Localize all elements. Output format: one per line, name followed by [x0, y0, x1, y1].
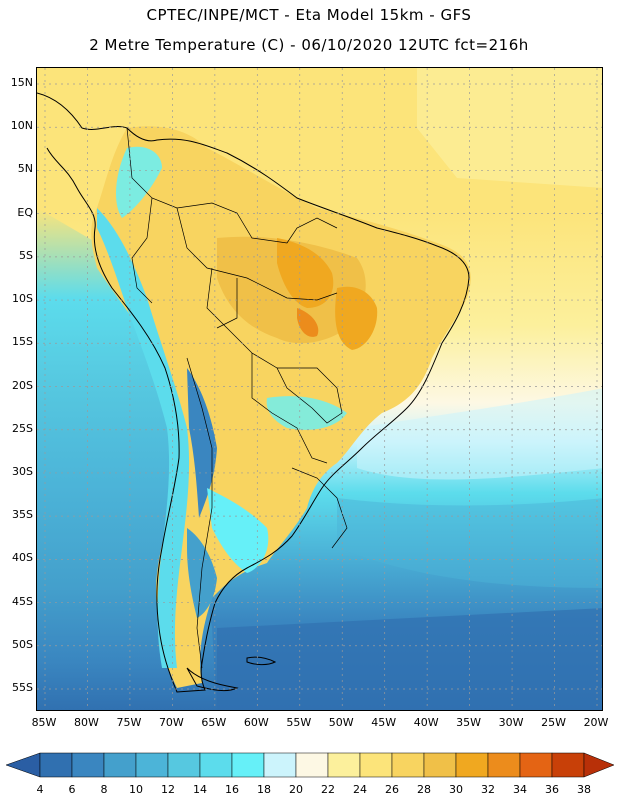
- legend-tick-label: 10: [129, 783, 143, 796]
- legend-tick-label: 12: [161, 783, 175, 796]
- chart-subtitle: 2 Metre Temperature (C) - 06/10/2020 12U…: [89, 36, 529, 54]
- lat-label: 15S: [12, 335, 33, 349]
- temperature-fields: [37, 68, 602, 710]
- lon-label: 65W: [201, 716, 227, 729]
- legend-tick-label: 26: [385, 783, 399, 796]
- legend-swatch: [455, 752, 489, 778]
- lat-label: EQ: [17, 205, 33, 219]
- legend-tick-label: 34: [513, 783, 527, 796]
- lon-label: 75W: [116, 716, 142, 729]
- lat-label: 5N: [17, 162, 33, 176]
- legend-swatch: [231, 752, 265, 778]
- legend-swatch: [551, 752, 585, 778]
- lat-label: 45S: [12, 594, 33, 608]
- legend-tick-label: 14: [193, 783, 207, 796]
- lon-label: 70W: [158, 716, 184, 729]
- legend-tick-label: 38: [577, 783, 591, 796]
- legend-swatch: [263, 752, 297, 778]
- lon-label: 40W: [413, 716, 439, 729]
- lat-label: 40S: [12, 551, 33, 565]
- legend-tick-label: 6: [68, 783, 76, 796]
- map-panel: [36, 67, 603, 711]
- lat-label: 20S: [12, 378, 33, 392]
- legend-tick-label: 32: [481, 783, 495, 796]
- legend-swatch: [167, 752, 201, 778]
- legend-swatch: [487, 752, 521, 778]
- lon-label: 60W: [243, 716, 269, 729]
- legend-high-arrow: [583, 752, 615, 778]
- lon-label: 30W: [498, 716, 524, 729]
- lon-label: 55W: [286, 716, 312, 729]
- continent-fields: [91, 126, 471, 689]
- lon-label: 50W: [328, 716, 354, 729]
- lon-label: 45W: [371, 716, 397, 729]
- lat-label: 10N: [10, 119, 33, 133]
- lon-label: 20W: [583, 716, 609, 729]
- lat-label: 15N: [10, 76, 33, 89]
- legend-swatch: [135, 752, 169, 778]
- lon-label: 80W: [74, 716, 99, 729]
- legend-tick-label: 4: [36, 783, 44, 796]
- legend-tick-label: 20: [289, 783, 303, 796]
- legend-swatch: [391, 752, 425, 778]
- legend-tick-label: 30: [449, 783, 463, 796]
- legend-swatch: [71, 752, 105, 778]
- legend-swatch: [199, 752, 233, 778]
- legend-swatch: [39, 752, 73, 778]
- coastline: [37, 92, 470, 693]
- legend-swatch: [423, 752, 457, 778]
- legend-swatch: [103, 752, 137, 778]
- lon-label: 35W: [456, 716, 482, 729]
- legend-tick-label: 18: [257, 783, 271, 796]
- legend-tick-label: 8: [100, 783, 108, 796]
- legend-tick-label: 16: [225, 783, 239, 796]
- lon-label: 25W: [541, 716, 566, 729]
- lat-label: 30S: [12, 464, 33, 478]
- lat-label: 10S: [12, 292, 33, 306]
- lat-label: 5S: [19, 248, 33, 262]
- lat-label: 55S: [12, 681, 33, 694]
- legend-swatch: [327, 752, 361, 778]
- legend-low-arrow: [5, 752, 41, 778]
- color-legend: [5, 752, 615, 778]
- lat-label: 25S: [12, 421, 33, 435]
- lat-lon-grid: [37, 68, 602, 710]
- legend-tick-label: 22: [321, 783, 335, 796]
- chart-title: CPTEC/INPE/MCT - Eta Model 15km - GFS: [146, 6, 472, 24]
- legend-swatch: [295, 752, 329, 778]
- lon-label: 85W: [31, 716, 57, 729]
- lat-label: 35S: [12, 508, 33, 522]
- legend-tick-label: 24: [353, 783, 367, 796]
- country-borders: [126, 127, 348, 669]
- lat-label: 50S: [12, 637, 33, 651]
- legend-tick-label: 36: [545, 783, 559, 796]
- legend-swatch: [359, 752, 393, 778]
- legend-tick-label: 28: [417, 783, 431, 796]
- legend-swatch: [519, 752, 553, 778]
- temperature-map: [37, 68, 602, 710]
